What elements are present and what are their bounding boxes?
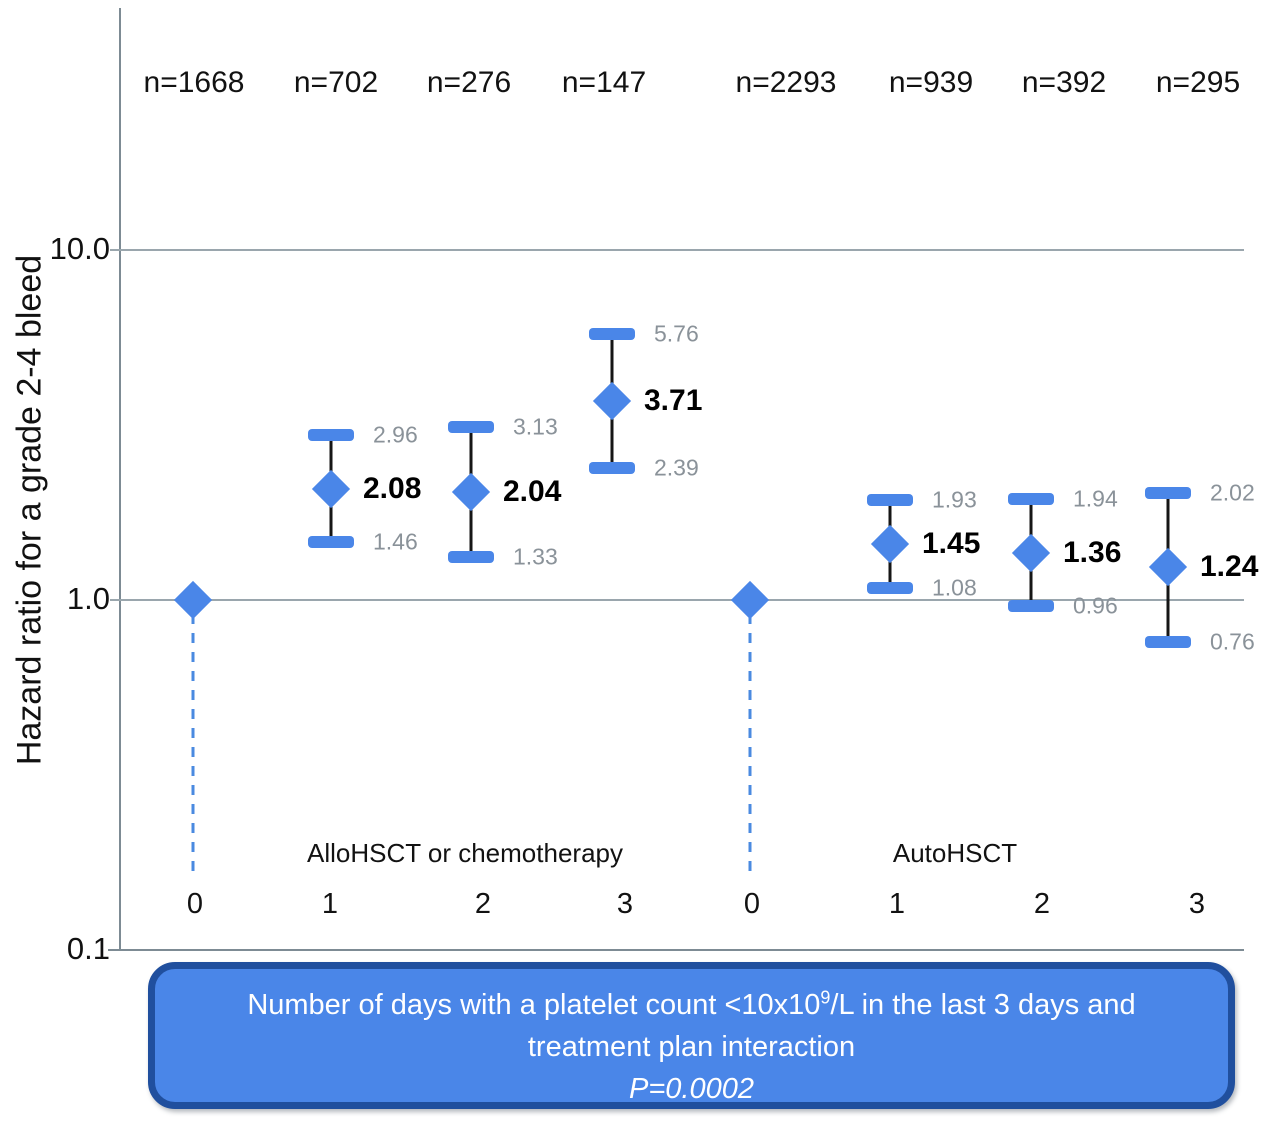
hr-value-label: 1.36 bbox=[1063, 536, 1122, 570]
ci-cap-low bbox=[308, 536, 354, 549]
gridline-1.0 bbox=[110, 599, 1244, 601]
caption-line-1: Number of days with a platelet count <10… bbox=[247, 987, 1136, 1021]
x-tick-label: 1 bbox=[888, 888, 906, 920]
ci-high-label: 3.13 bbox=[513, 413, 558, 440]
hr-value-label: 2.08 bbox=[363, 471, 422, 505]
n-count-label: n=392 bbox=[1021, 66, 1107, 99]
y-axis-tick-label: 1.0 bbox=[66, 581, 110, 616]
ci-cap-high bbox=[1008, 493, 1054, 506]
ci-low-label: 1.46 bbox=[373, 528, 418, 555]
x-tick-label: 3 bbox=[616, 888, 634, 920]
reference-dashed-line bbox=[191, 614, 195, 872]
ci-high-label: 2.96 bbox=[373, 421, 418, 448]
group-label: AutoHSCT bbox=[892, 838, 1018, 868]
x-tick-label: 2 bbox=[1033, 888, 1051, 920]
x-tick-label: 3 bbox=[1188, 888, 1206, 920]
ci-high-label: 1.94 bbox=[1073, 485, 1118, 512]
y-axis-line bbox=[119, 8, 121, 951]
ci-high-label: 1.93 bbox=[932, 486, 977, 513]
x-tick-label: 0 bbox=[186, 888, 204, 920]
n-count-label: n=939 bbox=[888, 66, 974, 99]
n-count-label: n=276 bbox=[426, 66, 512, 99]
ci-low-label: 1.33 bbox=[513, 543, 558, 570]
n-count-label: n=2293 bbox=[735, 66, 837, 99]
hr-value-label: 1.24 bbox=[1200, 550, 1259, 584]
ci-low-label: 0.76 bbox=[1210, 628, 1255, 655]
hr-point-diamond bbox=[1148, 548, 1188, 587]
ci-cap-low bbox=[867, 582, 913, 595]
n-count-label: n=147 bbox=[561, 66, 647, 99]
x-tick-label: 2 bbox=[474, 888, 492, 920]
n-count-label: n=295 bbox=[1155, 66, 1241, 99]
caption-line-2: treatment plan interaction bbox=[527, 1031, 856, 1063]
hr-point-diamond bbox=[1011, 534, 1051, 573]
ci-cap-high bbox=[448, 420, 494, 433]
n-count-label: n=1668 bbox=[143, 66, 245, 99]
hr-value-label: 2.04 bbox=[503, 474, 562, 508]
ci-high-label: 2.02 bbox=[1210, 479, 1255, 506]
ci-low-label: 0.96 bbox=[1073, 592, 1118, 619]
ci-cap-high bbox=[1145, 487, 1191, 500]
gridline-10.0 bbox=[110, 249, 1244, 251]
group-label: AlloHSCT or chemotherapy bbox=[307, 838, 623, 868]
hr-point-diamond bbox=[451, 472, 491, 511]
ci-low-label: 2.39 bbox=[654, 454, 699, 481]
ci-cap-low bbox=[448, 550, 494, 563]
superscript-9: 9 bbox=[820, 987, 831, 1008]
ci-high-label: 5.76 bbox=[654, 320, 699, 347]
ci-cap-low bbox=[1008, 600, 1054, 613]
x-tick-label: 0 bbox=[743, 888, 761, 920]
y-axis-tick-label: 10.0 bbox=[49, 231, 110, 266]
ci-cap-low bbox=[1145, 635, 1191, 648]
x-tick-label: 1 bbox=[321, 888, 339, 920]
hr-point-diamond bbox=[173, 580, 213, 620]
hr-value-label: 3.71 bbox=[644, 383, 703, 417]
ci-low-label: 1.08 bbox=[932, 574, 977, 601]
ci-cap-high bbox=[589, 327, 635, 340]
ci-cap-low bbox=[589, 461, 635, 474]
x-axis-line bbox=[108, 949, 1244, 951]
hr-point-diamond bbox=[592, 381, 632, 420]
caption-p-value: P=0.0002 bbox=[629, 1073, 754, 1105]
ci-cap-high bbox=[867, 494, 913, 507]
y-axis-tick-label: 0.1 bbox=[66, 931, 110, 966]
y-axis-title: Hazard ratio for a grade 2-4 bleed bbox=[10, 254, 49, 766]
hr-value-label: 1.45 bbox=[922, 526, 981, 560]
caption-box: Number of days with a platelet count <10… bbox=[148, 962, 1235, 1109]
n-count-label: n=702 bbox=[293, 66, 379, 99]
hr-point-diamond bbox=[311, 469, 351, 508]
reference-dashed-line bbox=[748, 614, 752, 872]
ci-cap-high bbox=[308, 429, 354, 442]
hr-point-diamond bbox=[730, 580, 770, 620]
hr-point-diamond bbox=[870, 524, 910, 563]
